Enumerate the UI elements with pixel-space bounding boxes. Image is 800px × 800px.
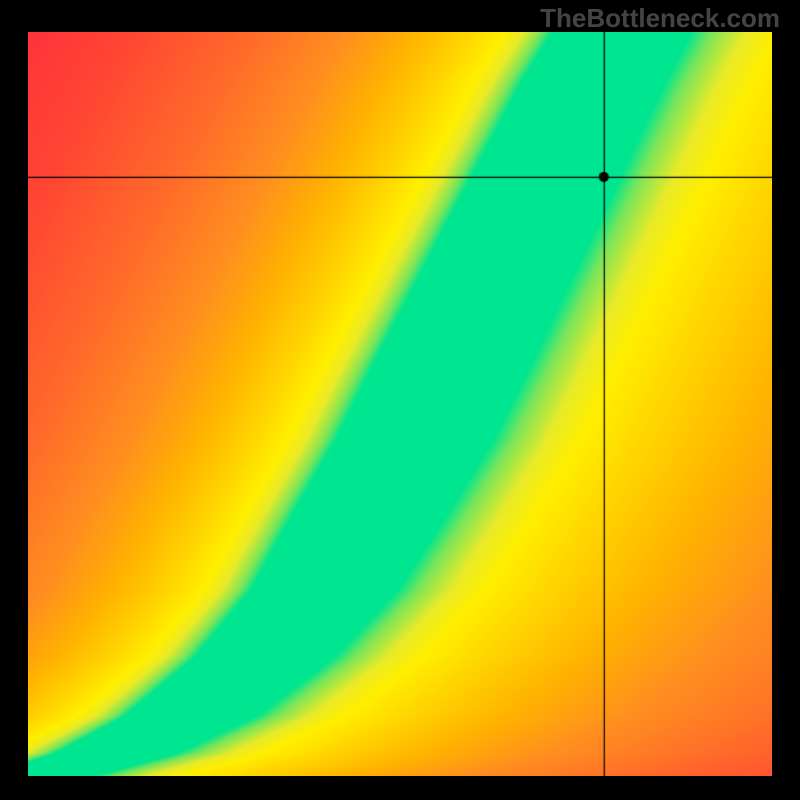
watermark-text: TheBottleneck.com: [540, 3, 780, 34]
heatmap-canvas: [28, 32, 772, 776]
bottleneck-heatmap: [28, 32, 772, 776]
